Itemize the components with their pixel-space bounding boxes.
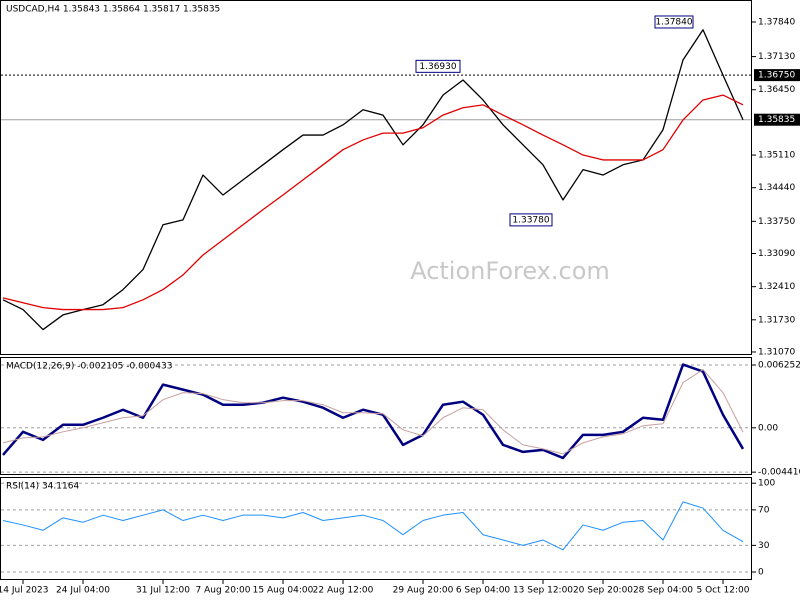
- panel-frame: [0, 477, 752, 580]
- y-tick-label: 0: [758, 568, 764, 578]
- y-tick-label: 0.006252: [758, 361, 800, 371]
- watermark: ActionForex.com: [410, 257, 610, 285]
- x-tick-label: 29 Aug 20:00: [393, 586, 454, 596]
- annotation-box: [415, 59, 461, 73]
- x-tick-label: 5 Oct 12:00: [697, 586, 750, 596]
- annotation-label: 1.33780: [512, 215, 549, 225]
- y-tick-label: 1.32410: [758, 282, 795, 292]
- y-tick-label: 1.36450: [758, 85, 795, 95]
- level-label: 1.36750: [758, 71, 795, 81]
- level-label: 1.35835: [758, 115, 795, 125]
- panel-title: MACD(12,26,9) -0.002105 -0.000433: [6, 362, 172, 372]
- x-tick-label: 22 Aug 12:00: [313, 586, 374, 596]
- y-tick-label: 1.31730: [758, 315, 795, 325]
- series-line: [2, 94, 744, 311]
- panel-frame: [0, 0, 752, 355]
- annotation-label: 1.36930: [419, 62, 456, 72]
- annotation-box: [654, 15, 694, 29]
- y-tick-label: 0.00: [758, 423, 778, 433]
- y-tick-label: -0.004416: [758, 468, 800, 478]
- x-tick-label: 31 Jul 12:00: [136, 586, 190, 596]
- y-tick-label: 1.37130: [758, 52, 795, 62]
- y-tick-label: 1.33090: [758, 249, 795, 259]
- x-tick-label: 7 Aug 20:00: [196, 586, 251, 596]
- panel-frame: [0, 357, 752, 475]
- level-label-bg: [754, 113, 800, 126]
- y-tick-label: 1.34440: [758, 183, 795, 193]
- series-line: [2, 501, 744, 551]
- x-tick-label: 28 Sep 04:00: [633, 586, 693, 596]
- level-label-bg: [754, 69, 800, 82]
- series-line: [2, 369, 744, 455]
- y-tick-label: 70: [758, 505, 770, 515]
- x-tick-label: 20 Sep 20:00: [573, 586, 633, 596]
- y-tick-label: 1.31070: [758, 347, 795, 357]
- x-tick-label: 24 Jul 04:00: [56, 586, 110, 596]
- y-tick-label: 30: [758, 541, 770, 551]
- x-tick-label: 13 Sep 12:00: [513, 586, 573, 596]
- series-line: [2, 29, 744, 331]
- y-tick-label: 1.35110: [758, 151, 795, 161]
- x-tick-label: 14 Jul 2023: [0, 586, 48, 596]
- annotation-label: 1.37840: [655, 17, 692, 27]
- y-tick-label: 100: [758, 479, 775, 489]
- y-tick-label: 1.37840: [758, 17, 795, 27]
- panel-title: USDCAD,H4 1.35843 1.35864 1.35817 1.3583…: [6, 5, 220, 15]
- series-line: [2, 363, 745, 460]
- x-tick-label: 6 Sep 04:00: [456, 586, 511, 596]
- annotation-box: [509, 213, 553, 227]
- y-tick-label: 1.33750: [758, 217, 795, 227]
- panel-title: RSI(14) 34.1164: [6, 482, 79, 492]
- x-tick-label: 15 Aug 04:00: [253, 586, 314, 596]
